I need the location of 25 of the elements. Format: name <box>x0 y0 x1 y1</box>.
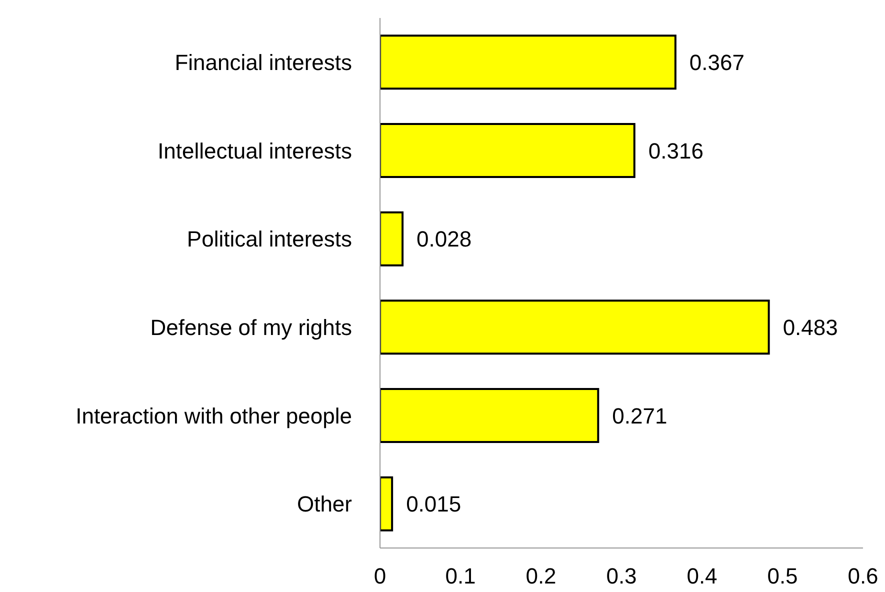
x-tick-label: 0 <box>374 564 386 589</box>
x-tick-label: 0.3 <box>606 564 637 589</box>
x-tick-label: 0.4 <box>686 564 718 589</box>
y-tick-label: Political interests <box>186 226 352 252</box>
bar <box>380 300 770 355</box>
bar <box>380 34 676 90</box>
y-tick-label: Defense of my rights <box>150 314 352 340</box>
y-tick-label: Interaction with other people <box>76 403 352 428</box>
x-tick-label: 0.6 <box>848 564 878 589</box>
data-label: 0.015 <box>406 492 462 517</box>
x-tick-label: 0.2 <box>526 564 556 589</box>
data-label: 0.483 <box>782 314 838 340</box>
bar <box>380 211 404 266</box>
bar <box>380 476 394 532</box>
x-tick-label: 0.1 <box>445 564 476 589</box>
y-tick-label: Other <box>296 492 352 517</box>
y-tick-label: Intellectual interests <box>158 138 352 164</box>
bar <box>380 123 636 178</box>
data-label: 0.028 <box>416 226 472 252</box>
data-label: 0.271 <box>612 403 668 428</box>
bar <box>380 388 600 443</box>
data-label: 0.367 <box>689 50 744 75</box>
x-tick-label: 0.5 <box>767 564 798 589</box>
y-tick-label: Financial interests <box>174 50 352 75</box>
data-label: 0.316 <box>648 138 704 164</box>
